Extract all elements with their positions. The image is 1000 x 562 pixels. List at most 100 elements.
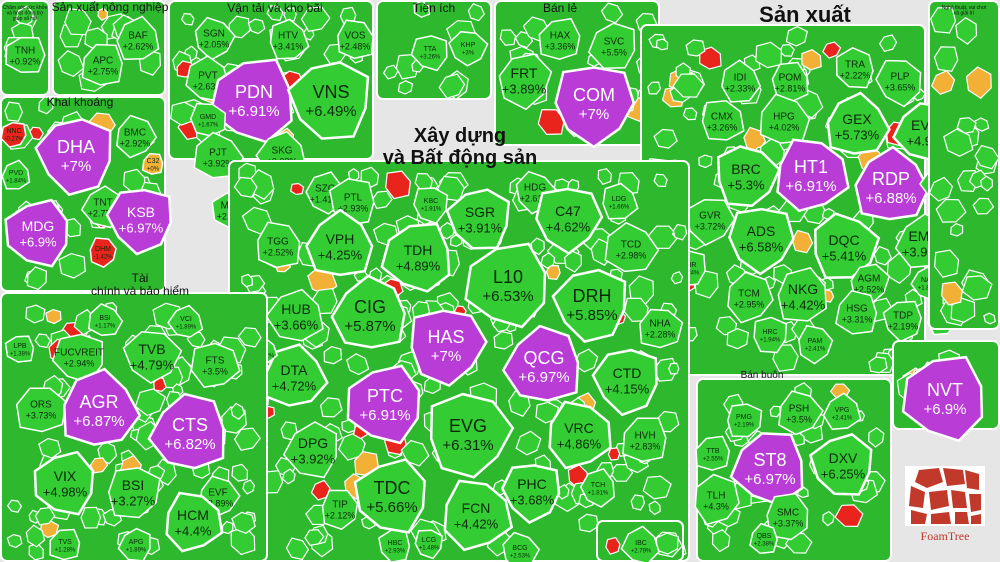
stock-cell-fts[interactable]: FTS+3.5%: [190, 342, 241, 389]
stock-cell-rdp[interactable]: RDP+6.88%: [854, 145, 930, 221]
filler-cell[interactable]: [600, 2, 624, 24]
filler-cell[interactable]: [535, 401, 559, 424]
stock-cell-vix[interactable]: VIX+4.98%: [33, 450, 95, 516]
filler-cell[interactable]: [983, 312, 996, 325]
filler-cell[interactable]: [933, 46, 959, 72]
filler-cell[interactable]: [961, 275, 993, 301]
stock-cell-kbc[interactable]: KBC+1.91%: [413, 187, 449, 225]
stock-cell-pdn[interactable]: PDN+6.91%: [209, 58, 293, 144]
filler-cell[interactable]: [950, 223, 964, 237]
stock-cell-gvr[interactable]: GVR+3.72%: [685, 198, 736, 247]
stock-cell-dqc[interactable]: DQC+5.41%: [814, 212, 881, 279]
filler-cell[interactable]: [233, 176, 258, 198]
filler-cell[interactable]: [672, 223, 688, 241]
filler-cell[interactable]: [134, 388, 167, 417]
stock-cell-agr[interactable]: AGR+6.87%: [63, 367, 142, 446]
stock-cell-tcm[interactable]: TCM+2.95%: [727, 271, 774, 324]
filler-cell[interactable]: [80, 506, 102, 529]
stock-cell-vpg[interactable]: VPG+2.41%: [822, 392, 862, 431]
filler-cell[interactable]: [231, 463, 249, 482]
filler-cell[interactable]: [26, 266, 48, 291]
stock-cell-pam[interactable]: PAM+2.41%: [798, 324, 834, 365]
filler-cell[interactable]: [38, 95, 54, 115]
filler-cell[interactable]: [607, 447, 621, 461]
stock-cell-com[interactable]: COM+7%: [554, 66, 636, 149]
filler-cell[interactable]: [300, 6, 331, 32]
filler-cell[interactable]: [266, 5, 284, 21]
stock-cell-cmx[interactable]: CMX+3.26%: [701, 100, 745, 141]
group-san-xuat[interactable]: IDI+2.33%POM+2.81%TRA+2.22%PLP+3.65%GIL+…: [638, 24, 987, 376]
stock-cell-frt[interactable]: FRT+3.89%: [498, 53, 553, 111]
filler-cell[interactable]: [25, 524, 46, 548]
filler-cell[interactable]: [868, 356, 888, 374]
stock-cell-l10[interactable]: L10+6.53%: [464, 242, 547, 329]
filler-cell[interactable]: [45, 308, 62, 325]
stock-cell-st8[interactable]: ST8+6.97%: [729, 432, 804, 506]
filler-cell[interactable]: [397, 80, 414, 95]
filler-cell[interactable]: [655, 38, 669, 51]
filler-cell[interactable]: [563, 250, 583, 273]
filler-cell[interactable]: [597, 168, 613, 186]
filler-cell[interactable]: [647, 81, 662, 95]
group-ban-buon[interactable]: PMG+2.19%PSH+3.5%VPG+2.41%TTB+2.55% ST8+6…: [694, 378, 892, 562]
filler-cell[interactable]: [97, 7, 109, 22]
filler-cell[interactable]: [515, 430, 542, 456]
stock-cell-gmd[interactable]: GMD+1.67%: [189, 102, 227, 137]
filler-cell[interactable]: [385, 170, 412, 200]
stock-cell-dxv[interactable]: DXV+6.25%: [808, 433, 873, 496]
filler-cell[interactable]: [935, 198, 967, 223]
filler-cell[interactable]: [323, 345, 343, 365]
filler-cell[interactable]: [955, 16, 978, 45]
filler-cell[interactable]: [413, 0, 431, 18]
stock-cell-cts[interactable]: CTS+6.82%: [147, 392, 225, 470]
stock-cell-vos[interactable]: VOS+2.48%: [337, 19, 374, 60]
filler-cell[interactable]: [57, 49, 85, 77]
stock-cell-bcg[interactable]: BCG+2.53%: [502, 531, 541, 562]
group-tai-chinh-va-bao-hiem[interactable]: BSI+1.17%VCI+1.89%LPB+1.38% FUCVREIT+2.94…: [0, 292, 268, 562]
group-cham-soc-suc-khoe-va-hoat-dong-tro-giup-xa-hoi[interactable]: TNH+0.92%: [0, 0, 50, 96]
filler-cell[interactable]: [670, 270, 684, 285]
stock-cell-vci[interactable]: VCI+1.89%: [167, 304, 204, 338]
stock-cell-lcg[interactable]: LCG+1.48%: [414, 529, 443, 560]
stock-cell-nnc[interactable]: NNC-0.27%: [0, 121, 27, 148]
filler-cell[interactable]: [34, 507, 56, 526]
filler-cell[interactable]: [304, 528, 325, 547]
group-xay-dung-va-bat-dong-san[interactable]: SZC+1.41% PTL+2.93%KBC+1.91%HDG+2.61% LDG+…: [228, 160, 690, 562]
filler-cell[interactable]: [653, 173, 668, 188]
stock-cell-vph[interactable]: VPH+4.25%: [305, 208, 374, 277]
filler-cell[interactable]: [868, 427, 885, 448]
filler-cell[interactable]: [778, 44, 795, 57]
filler-cell[interactable]: [25, 304, 46, 324]
filler-cell[interactable]: [711, 529, 731, 553]
filler-cell[interactable]: [281, 468, 296, 485]
filler-cell[interactable]: [28, 542, 44, 561]
filler-cell[interactable]: [726, 328, 749, 350]
filler-cell[interactable]: [64, 8, 92, 36]
stock-cell-bmc[interactable]: BMC+2.92%: [116, 114, 158, 159]
stock-cell-htv[interactable]: HTV+3.41%: [269, 18, 310, 60]
filler-cell[interactable]: [605, 536, 621, 555]
stock-cell-apg[interactable]: APG+1.89%: [117, 527, 151, 562]
stock-cell-tgg[interactable]: TGG+2.52%: [257, 221, 301, 269]
stock-cell-pmg[interactable]: PMG+2.19%: [726, 403, 763, 438]
filler-cell[interactable]: [972, 197, 995, 215]
stock-cell-has[interactable]: HAS+7%: [410, 309, 488, 388]
filler-cell[interactable]: [965, 66, 992, 99]
filler-cell[interactable]: [609, 464, 634, 482]
stock-cell-fucvreit[interactable]: FUCVREIT+2.94%: [51, 333, 104, 384]
stock-cell-psh[interactable]: PSH+3.5%: [778, 390, 824, 436]
group-region-12[interactable]: IBC+2.79%: [596, 520, 684, 562]
filler-cell[interactable]: [237, 327, 262, 348]
filler-cell[interactable]: [285, 537, 310, 561]
filler-cell[interactable]: [950, 297, 976, 323]
filler-cell[interactable]: [242, 479, 255, 495]
filler-cell[interactable]: [38, 437, 62, 459]
group-region-11[interactable]: NVT+6.9%: [892, 340, 1000, 443]
stock-cell-baf[interactable]: BAF+2.62%: [116, 15, 160, 61]
stock-cell-bsi[interactable]: BSI+3.27%: [108, 467, 161, 519]
filler-cell[interactable]: [4, 101, 24, 122]
stock-cell-lpb[interactable]: LPB+1.38%: [4, 335, 35, 363]
group-san-xuat-nong-nghiep[interactable]: BAF+2.62%APC+2.75%: [52, 0, 166, 96]
stock-cell-tch[interactable]: TCH+1.81%: [579, 468, 615, 508]
filler-cell[interactable]: [499, 29, 517, 46]
